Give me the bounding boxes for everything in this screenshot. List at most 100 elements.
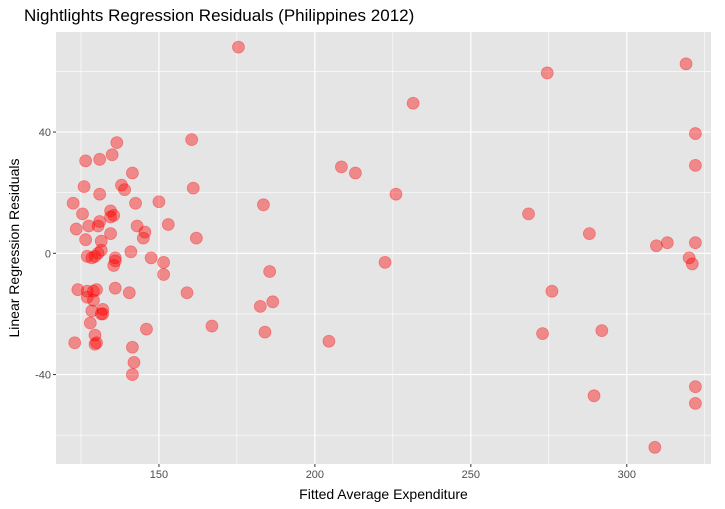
data-point [94,307,108,321]
x-tick-label: 150 [150,469,168,481]
x-tick-label: 300 [618,469,636,481]
data-point [104,227,117,241]
data-point [79,154,93,168]
data-point [87,284,100,298]
data-point [122,286,136,300]
data-point [378,255,392,269]
data-point [595,324,609,338]
data-point [118,183,132,197]
data-point [126,368,139,381]
data-point [127,356,141,369]
data-point [185,133,199,147]
data-point [138,225,152,239]
data-point [76,207,89,221]
data-point [648,440,662,454]
data-point [685,257,699,271]
data-point [91,246,105,260]
data-point [79,233,93,247]
data-point [80,290,94,304]
data-point [258,325,272,339]
data-point [77,180,91,194]
data-point [266,295,280,309]
data-point [110,136,124,150]
data-point [232,40,245,54]
data-point [96,307,110,321]
data-point [126,340,139,354]
plot-panel [56,32,711,464]
data-point [253,299,267,313]
data-point [80,284,94,298]
x-tick-label: 250 [462,469,480,481]
data-point [107,209,121,222]
data-point [689,236,702,250]
data-point [105,148,119,162]
data-point [144,251,158,265]
data-point [90,336,103,350]
data-point [689,127,702,140]
y-tick-label: 40 [39,127,51,139]
data-point [540,66,554,80]
data-point [679,57,693,71]
data-point [93,152,107,166]
data-point [406,96,420,110]
data-point [587,389,601,403]
minor-gridlines [56,32,711,464]
data-point [689,380,702,394]
data-point [334,160,348,174]
data-point [88,328,102,342]
data-point [322,334,336,348]
data-point [157,255,171,269]
data-point [140,322,153,336]
data-point [93,215,107,228]
data-point [126,166,139,180]
y-tick-label: 0 [45,248,51,260]
data-point [545,284,559,298]
data-point [124,245,138,259]
data-point [186,181,200,195]
data-point [689,158,702,172]
data-point [108,254,122,268]
x-axis-ticks: 150 200 250 300 [150,464,636,481]
y-axis-ticks: -40 0 40 [35,127,56,382]
major-gridlines [56,32,711,464]
data-point [130,219,144,233]
data-point [104,210,117,224]
data-point [180,286,194,300]
x-axis-title: Fitted Average Expenditure [299,486,468,502]
data-point [205,319,219,333]
data-point [94,234,108,248]
data-point [108,251,122,265]
data-point [152,195,166,209]
data-point [80,249,94,263]
data-point [82,219,96,233]
data-point [263,265,277,278]
y-axis-title: Linear Regression Residuals [6,159,22,338]
data-point [69,222,83,236]
data-point [91,219,105,233]
data-point [129,196,142,210]
data-point [88,249,102,263]
x-tick-label: 200 [306,469,324,481]
y-tick-label: -40 [35,370,51,382]
data-point [582,227,596,241]
data-point [83,316,97,330]
data-point [88,337,102,351]
data-point [536,327,549,341]
data-point [157,268,171,281]
data-point [93,187,107,201]
data-point [94,243,108,257]
chart-title: Nightlights Regression Residuals (Philip… [24,6,414,25]
data-point [389,187,403,201]
data-point [85,251,99,265]
data-point [682,251,696,265]
data-point [689,396,702,410]
data-point [189,231,203,245]
data-point [66,196,80,210]
data-point [85,304,99,318]
data-point [87,293,100,307]
data-point [68,336,82,350]
data-point [257,198,270,212]
data-point [90,283,103,297]
data-point [104,204,117,218]
